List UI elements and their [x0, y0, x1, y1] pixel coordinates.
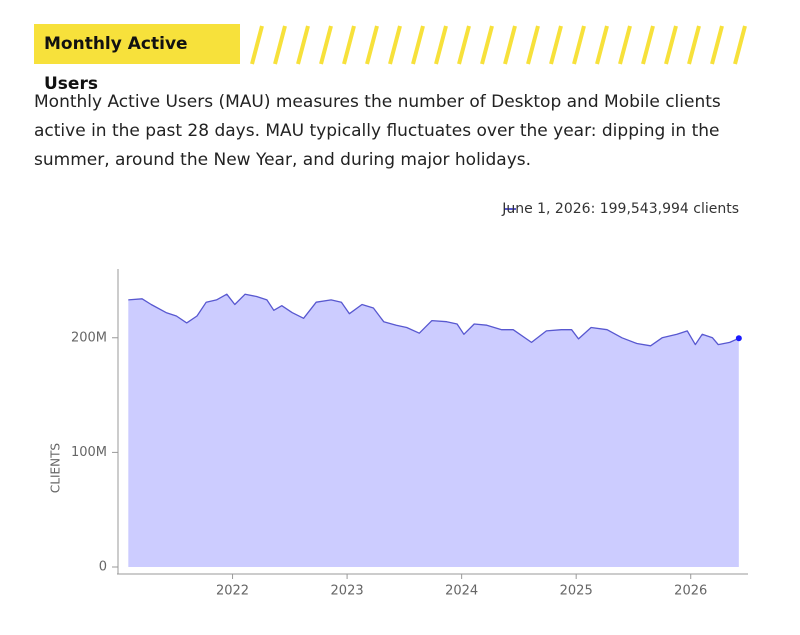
y-tick-label: 0 [99, 560, 107, 575]
header-title: Monthly Active Users [34, 24, 240, 94]
x-tick-label: 2026 [674, 584, 707, 599]
x-tick-label: 2024 [445, 584, 478, 599]
area [128, 294, 739, 567]
x-tick-label: 2025 [560, 584, 593, 599]
y-axis-label: CLIENTS [49, 443, 63, 493]
description: Monthly Active Users (MAU) measures the … [34, 92, 721, 170]
header-stripes [250, 25, 747, 65]
highlight-point [735, 335, 742, 342]
x-tick-label: 2022 [216, 584, 249, 599]
y-tick-label: 200M [71, 330, 107, 345]
y-tick-label: 100M [71, 445, 107, 460]
x-tick-label: 2023 [331, 584, 364, 599]
hover-label: June 1, 2026: 199,543,994 clients [501, 201, 739, 217]
area-line [128, 293, 740, 347]
